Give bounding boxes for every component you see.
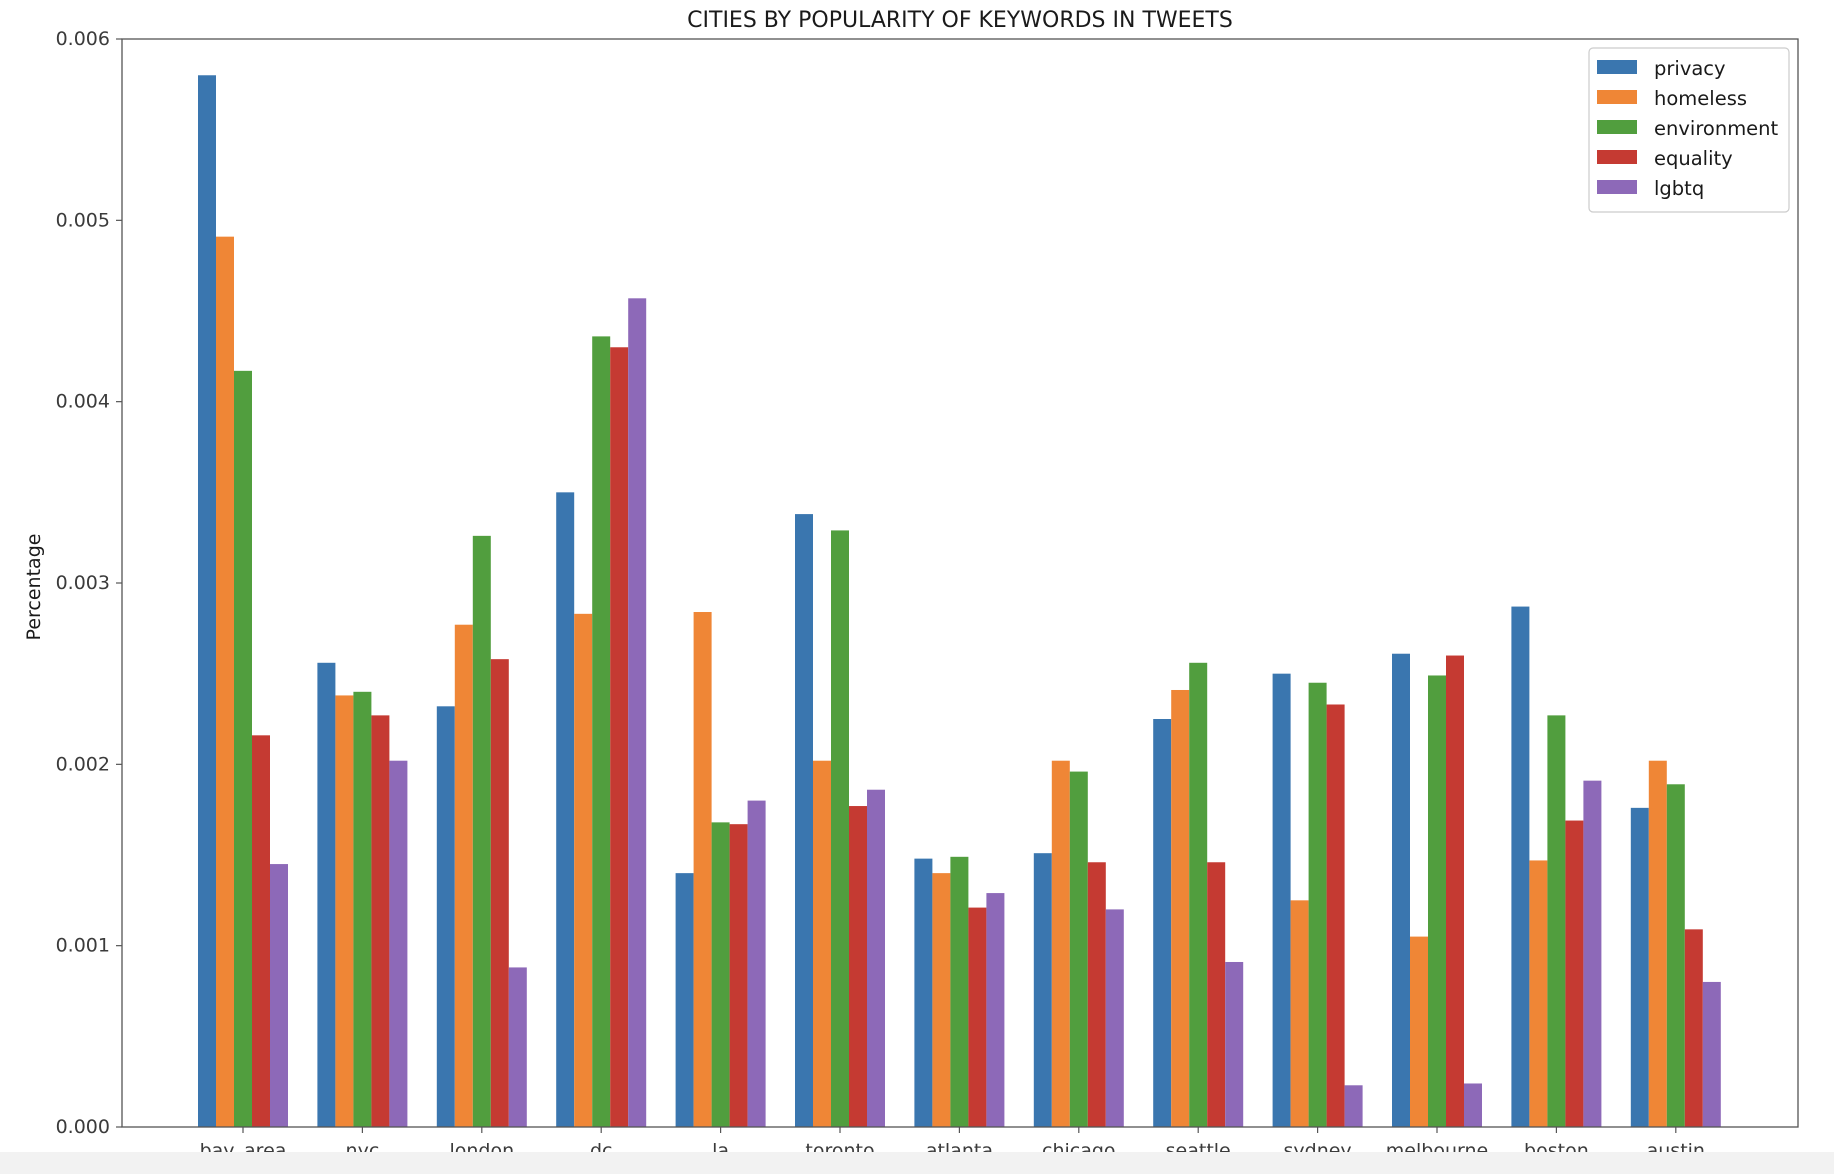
bar-environment-dc (592, 336, 611, 1127)
bar-privacy-toronto (795, 514, 813, 1127)
bar-environment-london (472, 535, 491, 1127)
bar-lgbtq-sydney (1344, 1085, 1363, 1127)
bar-environment-boston (1547, 715, 1566, 1127)
y-axis-label: Percentage (23, 534, 45, 641)
bar-homeless-dc (574, 613, 593, 1127)
bar-lgbtq-la (747, 800, 766, 1127)
bar-homeless-seattle (1171, 689, 1190, 1127)
y-tick-label: 0.000 (56, 1116, 110, 1138)
bar-privacy-atlanta (914, 858, 933, 1127)
legend-label-privacy: privacy (1654, 57, 1726, 80)
legend-label-equality: equality (1654, 147, 1733, 170)
bar-homeless-austin (1648, 760, 1667, 1127)
legend-label-lgbtq: lgbtq (1654, 177, 1704, 200)
bar-privacy-bay_area (198, 75, 216, 1127)
bar-homeless-melbourne (1410, 936, 1428, 1127)
legend-swatch-lgbtq (1597, 180, 1637, 194)
bar-homeless-nyc (335, 695, 354, 1127)
bar-homeless-toronto (813, 760, 831, 1127)
y-tick-label: 0.003 (56, 572, 110, 594)
bar-equality-london (490, 659, 509, 1127)
bar-lgbtq-austin (1702, 981, 1721, 1127)
legend-swatch-privacy (1597, 60, 1637, 74)
bar-privacy-seattle (1153, 719, 1172, 1127)
bottom-strip (0, 1152, 1834, 1174)
bar-environment-atlanta (950, 856, 969, 1127)
bar-environment-melbourne (1428, 675, 1446, 1127)
legend-swatch-homeless (1597, 90, 1637, 104)
bar-lgbtq-seattle (1225, 961, 1244, 1127)
bar-equality-nyc (371, 715, 390, 1127)
bar-homeless-atlanta (932, 873, 951, 1127)
y-tick-label: 0.004 (56, 391, 110, 413)
bar-environment-seattle (1189, 662, 1208, 1127)
bar-environment-la (711, 822, 730, 1127)
bar-equality-sydney (1326, 704, 1345, 1127)
bar-homeless-sydney (1290, 900, 1309, 1127)
bar-equality-la (729, 824, 748, 1127)
bar-lgbtq-atlanta (986, 893, 1005, 1127)
bar-privacy-la (675, 873, 694, 1127)
y-tick-label: 0.005 (56, 209, 110, 231)
y-tick-label: 0.006 (56, 28, 110, 50)
bar-privacy-melbourne (1392, 653, 1410, 1127)
bar-privacy-london (436, 706, 455, 1127)
bar-environment-austin (1666, 784, 1685, 1127)
y-tick-label: 0.002 (56, 753, 110, 775)
bar-equality-chicago (1087, 862, 1106, 1127)
bar-lgbtq-melbourne (1464, 1083, 1482, 1127)
bar-privacy-sydney (1272, 673, 1291, 1127)
legend: privacy homeless environment equality lgbtq (1588, 47, 1790, 213)
bar-equality-boston (1565, 820, 1584, 1127)
legend-label-environment: environment (1654, 117, 1779, 140)
bar-privacy-chicago (1033, 853, 1052, 1127)
bar-lgbtq-london (508, 967, 527, 1127)
bar-homeless-boston (1529, 860, 1548, 1127)
bar-environment-chicago (1069, 771, 1088, 1127)
legend-label-homeless: homeless (1654, 87, 1747, 110)
bar-lgbtq-nyc (389, 760, 408, 1127)
bar-environment-bay_area (234, 370, 252, 1128)
bar-equality-seattle (1207, 862, 1226, 1127)
bar-homeless-la (693, 612, 712, 1127)
bar-equality-melbourne (1446, 655, 1464, 1127)
y-tick-label: 0.001 (56, 935, 110, 957)
bar-lgbtq-bay_area (270, 864, 288, 1127)
bar-lgbtq-boston (1583, 780, 1602, 1127)
bar-privacy-austin (1630, 807, 1649, 1127)
bar-privacy-dc (556, 492, 575, 1127)
bar-equality-atlanta (968, 907, 987, 1127)
chart-title: CITIES BY POPULARITY OF KEYWORDS IN TWEE… (687, 8, 1233, 33)
bar-privacy-boston (1511, 606, 1530, 1127)
bar-environment-nyc (353, 691, 372, 1127)
bar-homeless-london (454, 624, 473, 1127)
bar-homeless-chicago (1051, 760, 1070, 1127)
bar-equality-dc (610, 347, 629, 1127)
bar-equality-toronto (849, 806, 867, 1127)
legend-swatch-equality (1597, 150, 1637, 164)
bar-homeless-bay_area (216, 236, 234, 1128)
legend-box (1588, 47, 1790, 213)
bar-lgbtq-toronto (867, 789, 885, 1127)
bar-equality-austin (1684, 929, 1703, 1127)
legend-swatch-environment (1597, 120, 1637, 134)
bars-group (198, 75, 1721, 1128)
bar-environment-sydney (1308, 682, 1327, 1127)
bar-privacy-nyc (317, 662, 336, 1127)
bar-lgbtq-dc (628, 298, 647, 1128)
bar-equality-bay_area (252, 735, 270, 1127)
bar-lgbtq-chicago (1105, 909, 1124, 1127)
y-axis: 0.000 0.001 0.002 0.003 0.004 0.005 0.006 (56, 28, 122, 1138)
bar-environment-toronto (831, 530, 849, 1127)
